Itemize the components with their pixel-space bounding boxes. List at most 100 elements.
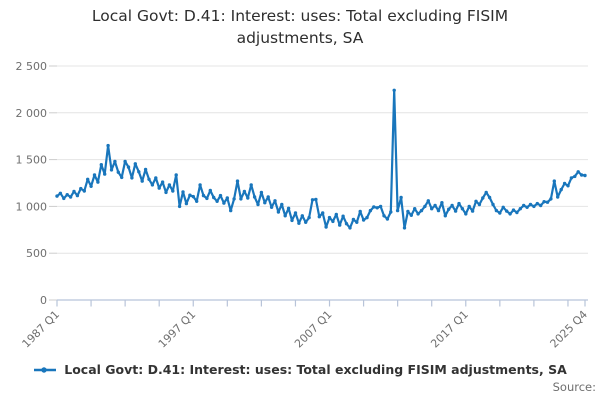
series-point	[82, 189, 87, 193]
series-point	[338, 223, 342, 227]
series-point	[116, 170, 121, 174]
series-point	[464, 212, 468, 216]
series-point	[494, 208, 499, 213]
series-point	[569, 176, 574, 180]
series-point	[123, 159, 127, 164]
series-point	[433, 203, 437, 208]
series-point	[573, 174, 577, 179]
series-point	[385, 217, 390, 221]
series-point	[406, 209, 410, 214]
series-point	[477, 202, 482, 207]
x-axis-label: 2007 Q1	[292, 308, 335, 351]
series-point	[321, 211, 325, 215]
series-point	[515, 210, 519, 215]
series-point	[58, 191, 63, 195]
series-point	[576, 170, 580, 174]
series-point	[484, 190, 488, 195]
series-point	[293, 211, 298, 215]
series-point	[457, 201, 461, 206]
series-point	[120, 175, 124, 180]
series-point	[579, 173, 584, 177]
series-point	[501, 205, 505, 209]
series-point	[195, 199, 199, 203]
series-point	[130, 176, 134, 180]
series-point	[511, 208, 516, 212]
series-point	[150, 183, 155, 187]
series-point	[232, 197, 236, 201]
series-point	[269, 205, 274, 209]
series-point	[310, 198, 315, 202]
series-point	[542, 200, 546, 204]
series-point	[460, 207, 465, 211]
series-point	[99, 163, 104, 167]
series-point	[218, 193, 223, 198]
y-axis-label: 2 000	[16, 107, 48, 120]
series-point	[140, 179, 144, 183]
legend-series-label: Local Govt: D.41: Interest: uses: Total …	[64, 362, 567, 377]
series-point	[539, 203, 543, 208]
series-point	[416, 212, 420, 216]
series-point	[552, 179, 556, 183]
series-point	[154, 176, 158, 180]
series-point	[508, 212, 512, 216]
series-point	[355, 220, 359, 224]
legend-item[interactable]: Local Govt: D.41: Interest: uses: Total …	[33, 362, 567, 377]
series-point	[559, 187, 563, 192]
series-point	[300, 214, 304, 218]
series-point	[103, 172, 107, 176]
series-point	[164, 190, 168, 195]
series-point	[280, 202, 284, 207]
series-point	[137, 170, 141, 174]
series-point	[307, 215, 311, 220]
series-point	[361, 218, 366, 222]
series-point	[263, 201, 267, 205]
series-point	[201, 193, 206, 198]
series-point	[55, 194, 59, 198]
series-point	[86, 177, 90, 181]
series-point	[252, 195, 257, 199]
series-point	[266, 195, 270, 199]
series-point	[212, 195, 216, 200]
series-point	[188, 193, 192, 197]
series-point	[498, 211, 502, 215]
series-point	[331, 219, 335, 224]
series-point	[297, 221, 301, 225]
series-point	[249, 183, 253, 187]
series-point	[167, 183, 172, 187]
x-axis-label: 1997 Q1	[156, 308, 199, 351]
series-point	[532, 204, 536, 209]
series-point	[225, 196, 229, 200]
series-point	[205, 196, 209, 201]
series-point	[556, 195, 560, 199]
series-point	[395, 208, 400, 213]
series-point	[450, 203, 454, 208]
series-point	[399, 195, 403, 200]
series-point	[351, 217, 356, 222]
series-point	[157, 186, 161, 190]
series-point	[566, 184, 570, 188]
series-point	[143, 167, 148, 172]
series-point	[191, 194, 195, 199]
series-point	[89, 184, 93, 188]
series-point	[276, 210, 281, 214]
series-point	[314, 197, 318, 202]
series-point	[290, 218, 294, 223]
series-point	[273, 199, 277, 203]
series-point	[92, 173, 97, 177]
series-point	[246, 196, 250, 200]
source-label: Source:	[552, 380, 596, 394]
series-point	[334, 212, 338, 217]
series-point	[327, 215, 332, 220]
series-point	[235, 179, 240, 183]
series-point	[259, 190, 264, 195]
series-point	[525, 205, 529, 209]
series-point	[283, 214, 287, 218]
series-point	[106, 143, 110, 148]
series-point	[419, 208, 424, 213]
series-point	[467, 204, 471, 209]
series-point	[443, 214, 447, 218]
series-point	[423, 204, 427, 209]
series-point	[177, 204, 182, 209]
series-point	[505, 209, 509, 213]
series-point	[62, 196, 66, 201]
